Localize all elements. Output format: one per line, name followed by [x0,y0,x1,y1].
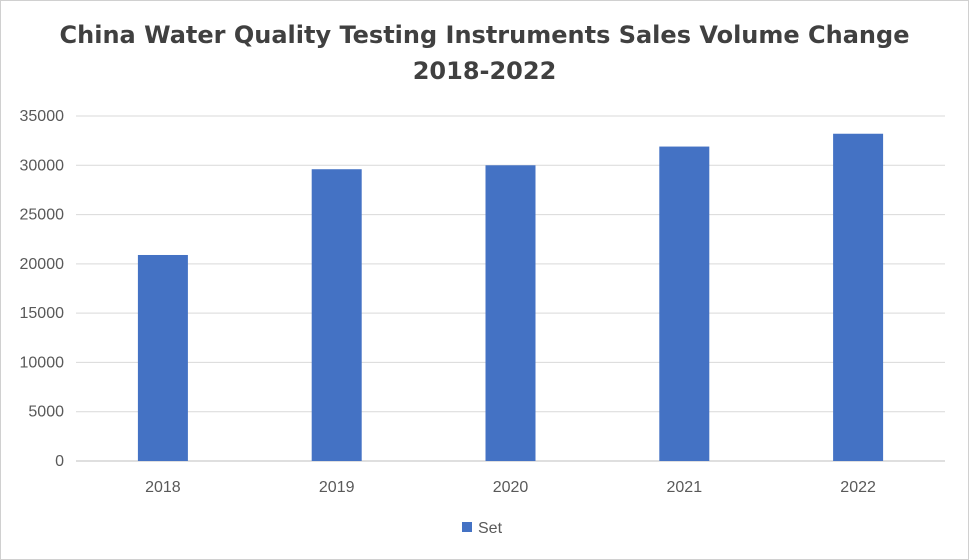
y-tick-label: 20000 [20,256,65,273]
bar-2022 [833,133,884,461]
x-tick-label: 2018 [145,479,181,496]
bar-2019 [311,169,362,461]
bar-2020 [485,165,536,462]
y-axis-tick-labels: 0 5000 10000 15000 20000 25000 30000 35000 [20,108,65,470]
legend-swatch [462,522,472,532]
x-axis-tick-labels: 2018 2019 2020 2021 2022 [145,479,876,496]
y-tick-label: 25000 [20,207,65,224]
chart-title-line2: 2018-2022 [412,57,557,85]
legend-label: Set [478,520,503,537]
bars [137,133,884,462]
x-tick-label: 2020 [493,479,529,496]
y-tick-label: 0 [55,453,64,470]
chart-title-line1: China Water Quality Testing Instruments … [59,21,910,49]
y-tick-label: 35000 [20,108,65,125]
y-tick-label: 10000 [20,354,65,371]
chart-title: China Water Quality Testing Instruments … [1,17,968,89]
bar-2021 [659,146,710,462]
y-tick-label: 5000 [28,404,64,421]
x-tick-label: 2022 [840,479,876,496]
legend: Set [462,520,503,537]
bar-2018 [137,254,188,461]
x-tick-label: 2021 [667,479,703,496]
y-tick-label: 30000 [20,157,65,174]
x-tick-label: 2019 [319,479,355,496]
y-tick-label: 15000 [20,305,65,322]
